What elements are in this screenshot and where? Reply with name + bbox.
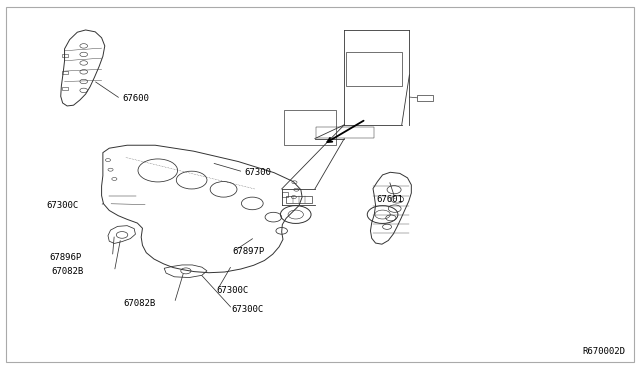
Text: 67082B: 67082B: [124, 299, 156, 308]
Text: 67300C: 67300C: [232, 305, 264, 314]
Text: 67300C: 67300C: [216, 286, 249, 295]
Text: 67897P: 67897P: [232, 247, 265, 256]
Text: 67600: 67600: [122, 94, 149, 103]
Text: 67082B: 67082B: [52, 267, 84, 276]
Bar: [62, 87, 68, 90]
Text: 67300: 67300: [244, 168, 271, 177]
Bar: [417, 95, 433, 101]
Bar: [282, 192, 288, 197]
Bar: [316, 127, 374, 138]
Text: 67601: 67601: [376, 195, 403, 204]
Text: 67896P: 67896P: [49, 253, 81, 262]
Bar: [62, 71, 68, 74]
Bar: [62, 54, 68, 57]
Bar: [286, 196, 312, 203]
Text: R670002D: R670002D: [582, 347, 625, 356]
Bar: [284, 110, 336, 145]
Text: 67300C: 67300C: [47, 201, 79, 210]
Bar: [346, 52, 402, 86]
